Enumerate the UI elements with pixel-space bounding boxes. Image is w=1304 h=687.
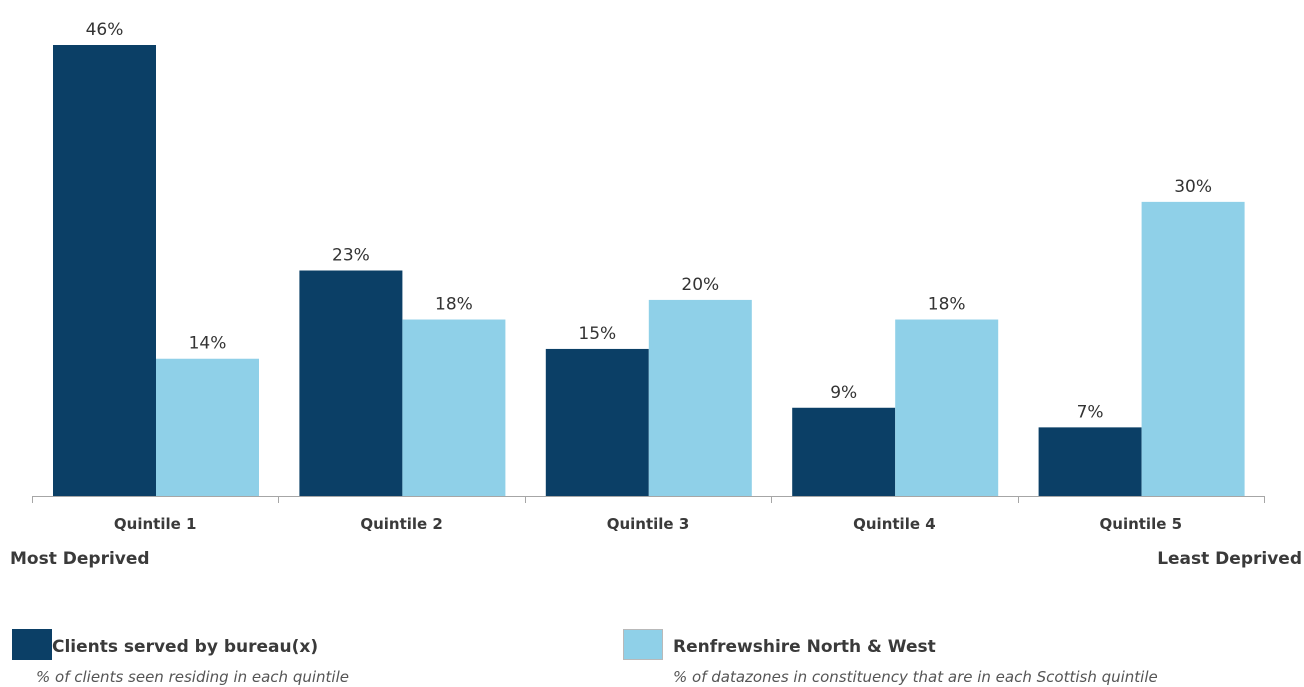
data-label: 30%: [1174, 177, 1212, 197]
data-label: 14%: [189, 334, 227, 354]
bar-chart: 46% 14% Quintile 1 23% 18% Quintile 2 15% 20% Qu…: [32, 20, 1265, 533]
category-label: Quintile 2: [360, 515, 443, 533]
category-label: Quintile 5: [1100, 515, 1183, 533]
legend-swatch-clients: [12, 629, 52, 660]
legend-description-constituency: % of datazones in constituency that are …: [673, 668, 1158, 686]
legend-description-clients: % of clients seen residing in each quint…: [36, 668, 349, 686]
bar-clients: [545, 348, 649, 496]
bar-clients: [299, 270, 403, 496]
data-label: 15%: [578, 324, 616, 344]
bar-constituency: [895, 319, 999, 496]
bar-constituency: [156, 358, 259, 496]
most-deprived-label: Most Deprived: [10, 549, 150, 569]
legend-swatch-constituency: [623, 629, 663, 660]
data-label: 46%: [86, 20, 124, 40]
bar-clients: [792, 407, 896, 496]
category-label: Quintile 4: [853, 515, 936, 533]
bar-constituency: [402, 319, 506, 496]
bar-clients: [1038, 427, 1142, 496]
least-deprived-label: Least Deprived: [1157, 549, 1302, 569]
data-label: 20%: [681, 275, 719, 295]
data-label: 9%: [830, 383, 857, 403]
data-label: 18%: [435, 295, 473, 315]
legend-label-clients: Clients served by bureau(x): [52, 637, 319, 657]
data-label: 7%: [1077, 402, 1104, 422]
data-label: 18%: [928, 295, 966, 315]
bar-clients: [53, 45, 156, 496]
legend-label-constituency: Renfrewshire North & West: [673, 637, 936, 657]
bar-constituency: [648, 299, 752, 496]
category-label: Quintile 3: [607, 515, 690, 533]
bar-constituency: [1141, 201, 1245, 496]
data-label: 23%: [332, 246, 370, 266]
category-label: Quintile 1: [114, 515, 197, 533]
